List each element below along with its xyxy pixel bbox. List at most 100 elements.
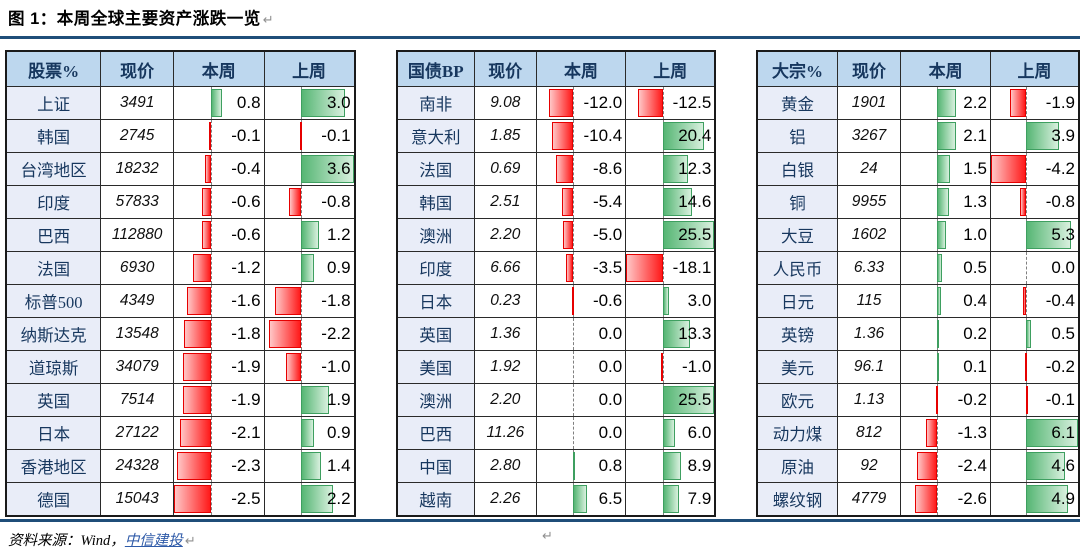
change-value: -1.2 — [231, 258, 261, 277]
bar-axis-line — [573, 87, 575, 119]
current-price: 1.36 — [836, 317, 902, 351]
asset-label: 大豆 — [756, 218, 838, 252]
this-week-cell: 0.0 — [535, 383, 627, 417]
positive-data-bar — [301, 419, 315, 447]
asset-label: 铜 — [756, 185, 838, 219]
last-week-cell: -0.8 — [989, 185, 1080, 219]
change-value: 1.4 — [326, 456, 351, 475]
this-week-cell: -2.5 — [173, 482, 265, 517]
asset-label: 美元 — [756, 350, 838, 384]
this-week-cell: -0.1 — [173, 119, 265, 153]
bar-axis-line — [937, 417, 939, 449]
col-header-this-week: 本周 — [173, 50, 265, 87]
bar-axis-line — [210, 252, 212, 284]
table-row: 巴西 112880 -0.6 1.2 — [5, 218, 356, 252]
this-week-cell: -5.0 — [535, 218, 627, 252]
col-header-category: 大宗% — [756, 50, 838, 87]
last-week-cell: 3.6 — [263, 152, 356, 186]
positive-data-bar — [662, 287, 669, 315]
change-value: -0.6 — [231, 192, 261, 211]
asset-label: 原油 — [756, 449, 838, 483]
current-price: 9.08 — [473, 86, 537, 120]
table-row: 日元 115 0.4 -0.4 — [756, 284, 1080, 318]
negative-data-bar — [572, 287, 575, 315]
current-price: 2.26 — [473, 482, 537, 517]
change-value: -0.2 — [1045, 357, 1076, 376]
change-value: -0.1 — [1045, 390, 1076, 409]
bar-axis-line — [210, 318, 212, 350]
last-week-cell: 1.4 — [263, 449, 356, 483]
change-value: 0.1 — [963, 357, 987, 376]
table-row: 欧元 1.13 -0.2 -0.1 — [756, 383, 1080, 417]
negative-data-bar — [935, 386, 938, 414]
asset-label: 日本 — [5, 416, 102, 450]
asset-label: 动力煤 — [756, 416, 838, 450]
change-value: -1.9 — [1045, 93, 1076, 112]
table-row: 美国 1.92 0.0 -1.0 — [396, 350, 716, 384]
change-value: 2.1 — [963, 126, 987, 145]
change-value: -2.1 — [231, 423, 261, 442]
last-week-cell: 8.9 — [625, 449, 716, 483]
tables-container: 股票% 现价 本周 上周 上证 3491 0.8 3.0 韩国 2745 -0.1 -0.1 台… — [0, 39, 1080, 517]
table-body: 南非 9.08 -12.0 -12.5 意大利 1.85 -10.4 20.4 法国 0.69 -8… — [396, 86, 716, 517]
col-header-price: 现价 — [836, 50, 902, 87]
current-price: 0.69 — [473, 152, 537, 186]
positive-data-bar — [662, 188, 693, 216]
current-price: 0.23 — [473, 284, 537, 318]
bar-axis-line — [573, 120, 575, 152]
asset-label: 印度 — [5, 185, 102, 219]
negative-data-bar — [926, 419, 938, 447]
positive-data-bar — [301, 452, 322, 480]
positive-data-bar — [937, 353, 940, 381]
bar-axis-line — [573, 219, 575, 251]
current-price: 92 — [836, 449, 902, 483]
last-week-cell: 3.0 — [625, 284, 716, 318]
negative-data-bar — [184, 320, 211, 348]
bar-axis-line — [210, 450, 212, 482]
bar-axis-line — [1026, 351, 1028, 383]
positive-data-bar — [937, 254, 942, 282]
table-row: 澳洲 2.20 -5.0 25.5 — [396, 218, 716, 252]
asset-label: 香港地区 — [5, 449, 102, 483]
bar-axis-line — [1026, 153, 1028, 185]
change-value: -1.6 — [231, 291, 261, 310]
paragraph-return-mark-icon: ↵ — [542, 529, 553, 544]
asset-label: 英国 — [396, 317, 475, 351]
this-week-cell: -1.8 — [173, 317, 265, 351]
negative-data-bar — [182, 386, 211, 414]
current-price: 6.66 — [473, 251, 537, 285]
table-row: 英国 1.36 0.0 13.3 — [396, 317, 716, 351]
current-price: 6.33 — [836, 251, 902, 285]
current-price: 2.80 — [473, 449, 537, 483]
table-row: 上证 3491 0.8 3.0 — [5, 86, 356, 120]
last-week-cell: 13.3 — [625, 317, 716, 351]
asset-label: 韩国 — [396, 185, 475, 219]
current-price: 1.92 — [473, 350, 537, 384]
asset-label: 纳斯达克 — [5, 317, 102, 351]
last-week-cell: -18.1 — [625, 251, 716, 285]
last-week-cell: 25.5 — [625, 383, 716, 417]
table-body: 上证 3491 0.8 3.0 韩国 2745 -0.1 -0.1 台湾地区 18232 -0.4 3… — [5, 86, 356, 517]
this-week-cell: -1.3 — [900, 416, 991, 450]
current-price: 96.1 — [836, 350, 902, 384]
bar-axis-line — [573, 252, 575, 284]
table-row: 法国 0.69 -8.6 12.3 — [396, 152, 716, 186]
asset-label: 南非 — [396, 86, 475, 120]
this-week-cell: -2.1 — [173, 416, 265, 450]
negative-data-bar — [201, 221, 211, 249]
table-row: 日本 0.23 -0.6 3.0 — [396, 284, 716, 318]
current-price: 1602 — [836, 218, 902, 252]
change-value: 3.6 — [326, 159, 351, 178]
positive-data-bar — [937, 287, 941, 315]
asset-label: 螺纹钢 — [756, 482, 838, 517]
col-header-category: 股票% — [5, 50, 102, 87]
last-week-cell: 6.1 — [989, 416, 1080, 450]
last-week-cell: -2.2 — [263, 317, 356, 351]
this-week-cell: -12.0 — [535, 86, 627, 120]
negative-data-bar — [174, 485, 211, 513]
asset-label: 日本 — [396, 284, 475, 318]
this-week-cell: 0.0 — [535, 416, 627, 450]
col-header-last-week: 上周 — [625, 50, 716, 87]
change-value: -2.5 — [231, 489, 261, 508]
source-link[interactable]: 中信建投 — [124, 533, 183, 549]
